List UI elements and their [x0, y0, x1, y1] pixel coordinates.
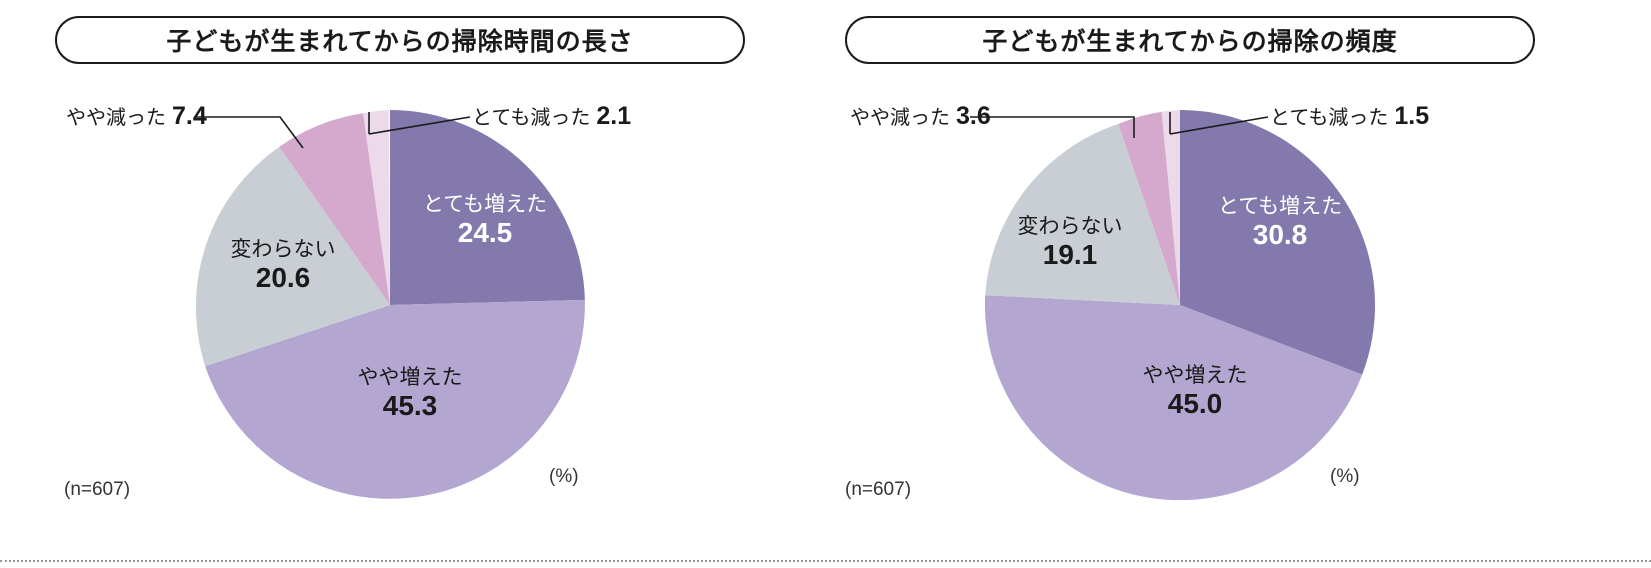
pie-slice-yaya-hetta [279, 113, 390, 305]
pie-slice-yaya-hetta [1118, 111, 1180, 305]
callout-totemo-hetta: とても減った 1.5 [1270, 102, 1430, 130]
pie-slice-yaya-fueta [205, 299, 585, 499]
pie-slice-kawaranai [195, 146, 390, 367]
leader-line-yaya-hetta [970, 116, 1135, 138]
pie-chart-area [790, 70, 1610, 500]
slice-label-yaya-fueta: やや増えた 45.3 [357, 366, 463, 421]
pie-chart-cleaning-frequency [970, 110, 1376, 500]
pie-chart-area [0, 70, 820, 500]
slice-label-totemo-fueta: とても増えた 24.5 [422, 193, 548, 248]
bottom-divider [0, 560, 1651, 562]
sample-size-note: (n=607) [845, 479, 912, 500]
pie-slice-kawaranai [985, 124, 1180, 305]
leader-line-yaya-hetta [195, 116, 304, 149]
pie-slice-totemo-hetta [363, 110, 390, 305]
unit-note: (%) [549, 466, 579, 487]
leader-line-totemo-hetta-arm [368, 116, 471, 135]
pie-slice-yaya-fueta [984, 295, 1363, 500]
slice-label-yaya-fueta: やや増えた 45.0 [1142, 364, 1248, 419]
slice-label-kawaranai: 変わらない 19.1 [1017, 215, 1123, 270]
sample-size-note: (n=607) [64, 479, 131, 500]
chart-panel-cleaning-frequency: 子どもが生まれてからの掃除の頻度 [790, 0, 1610, 560]
chart-title-pill: 子どもが生まれてからの掃除時間の長さ [55, 16, 745, 64]
pie-chart-cleaning-time-length [195, 110, 585, 499]
chart-panel-cleaning-time-length: 子どもが生まれてからの掃除時間の長さ [0, 0, 820, 560]
pie-slice-totemo-fueta [390, 110, 585, 305]
unit-note: (%) [1330, 466, 1360, 487]
page-title: 子どもが生まれてからの掃除時間の長さ [166, 28, 634, 56]
callout-yaya-hetta: やや減った 7.4 [66, 102, 207, 130]
pie-slice-totemo-hetta [1161, 110, 1180, 305]
pie-slice-totemo-fueta [1180, 110, 1376, 375]
slice-label-totemo-fueta: とても増えた 30.8 [1217, 195, 1343, 250]
chart-title-pill: 子どもが生まれてからの掃除の頻度 [845, 16, 1535, 64]
callout-yaya-hetta: やや減った 3.6 [850, 102, 991, 130]
leader-line-totemo-hetta-arm [1169, 116, 1269, 135]
slice-label-kawaranai: 変わらない 20.6 [230, 238, 336, 293]
page-title: 子どもが生まれてからの掃除の頻度 [982, 28, 1398, 56]
callout-totemo-hetta: とても減った 2.1 [472, 102, 632, 130]
